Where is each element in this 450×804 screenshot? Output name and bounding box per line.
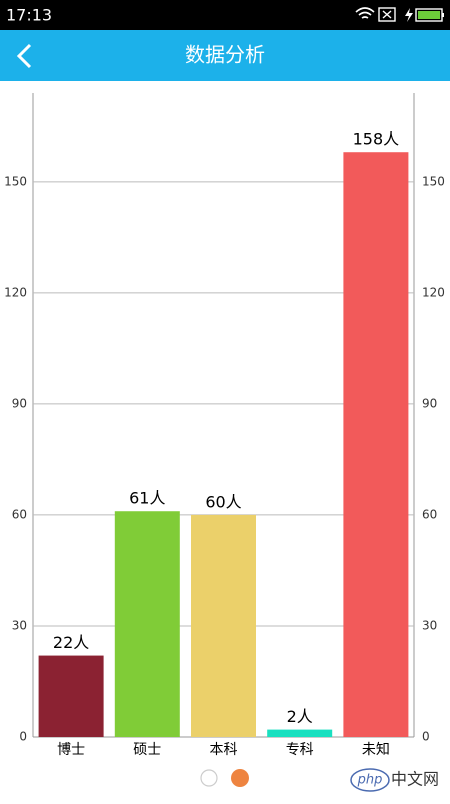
y2-tick-label: 0 (422, 730, 430, 744)
page-dot[interactable] (200, 769, 218, 787)
y2-tick-label: 150 (422, 174, 445, 188)
y-tick-label: 30 (12, 618, 27, 632)
bar (114, 511, 180, 737)
watermark: php 中文网 (350, 768, 439, 792)
value-label: 61人 (129, 489, 165, 508)
x-tick-label: 本科 (210, 742, 238, 758)
x-tick-label: 硕士 (133, 742, 161, 758)
x-tick-label: 博士 (57, 741, 85, 758)
bar (343, 152, 409, 737)
y-tick-label: 90 (12, 396, 27, 410)
app-bar (0, 30, 450, 81)
x-tick-label: 未知 (362, 741, 390, 758)
app-title: 数据分析 (185, 43, 265, 67)
page-dot-active[interactable] (231, 769, 249, 787)
value-label: 2人 (287, 707, 313, 726)
watermark-text: 中文网 (391, 770, 439, 789)
value-label: 60人 (205, 492, 241, 511)
value-label: 158人 (353, 130, 400, 149)
value-label: 22人 (53, 633, 89, 652)
bar (191, 514, 256, 737)
bar (267, 729, 333, 737)
y-tick-label: 150 (4, 174, 27, 188)
y2-tick-label: 60 (422, 507, 437, 521)
y-tick-label: 120 (4, 285, 27, 299)
back-button[interactable] (16, 43, 32, 69)
status-time: 17:13 (6, 6, 52, 25)
y-tick-label: 60 (12, 507, 27, 521)
watermark-logo: php (357, 773, 383, 788)
x-tick-label: 专科 (286, 742, 314, 758)
y2-tick-label: 90 (422, 396, 437, 410)
y-tick-label: 0 (19, 730, 27, 744)
y2-tick-label: 120 (422, 285, 445, 299)
status-bar (0, 0, 450, 30)
y2-tick-label: 30 (422, 618, 437, 632)
bar (38, 655, 104, 737)
status-icons (355, 7, 444, 22)
